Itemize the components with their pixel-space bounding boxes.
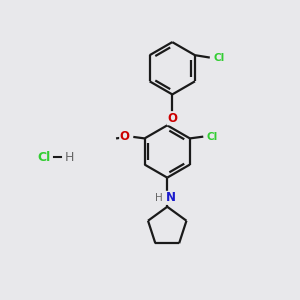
Text: Cl: Cl	[38, 151, 51, 164]
Text: H: H	[65, 151, 74, 164]
Text: Cl: Cl	[213, 53, 225, 63]
Text: O: O	[120, 130, 130, 143]
Text: O: O	[167, 112, 177, 125]
Text: Cl: Cl	[207, 132, 218, 142]
Text: H: H	[155, 193, 163, 203]
Text: N: N	[166, 191, 176, 204]
